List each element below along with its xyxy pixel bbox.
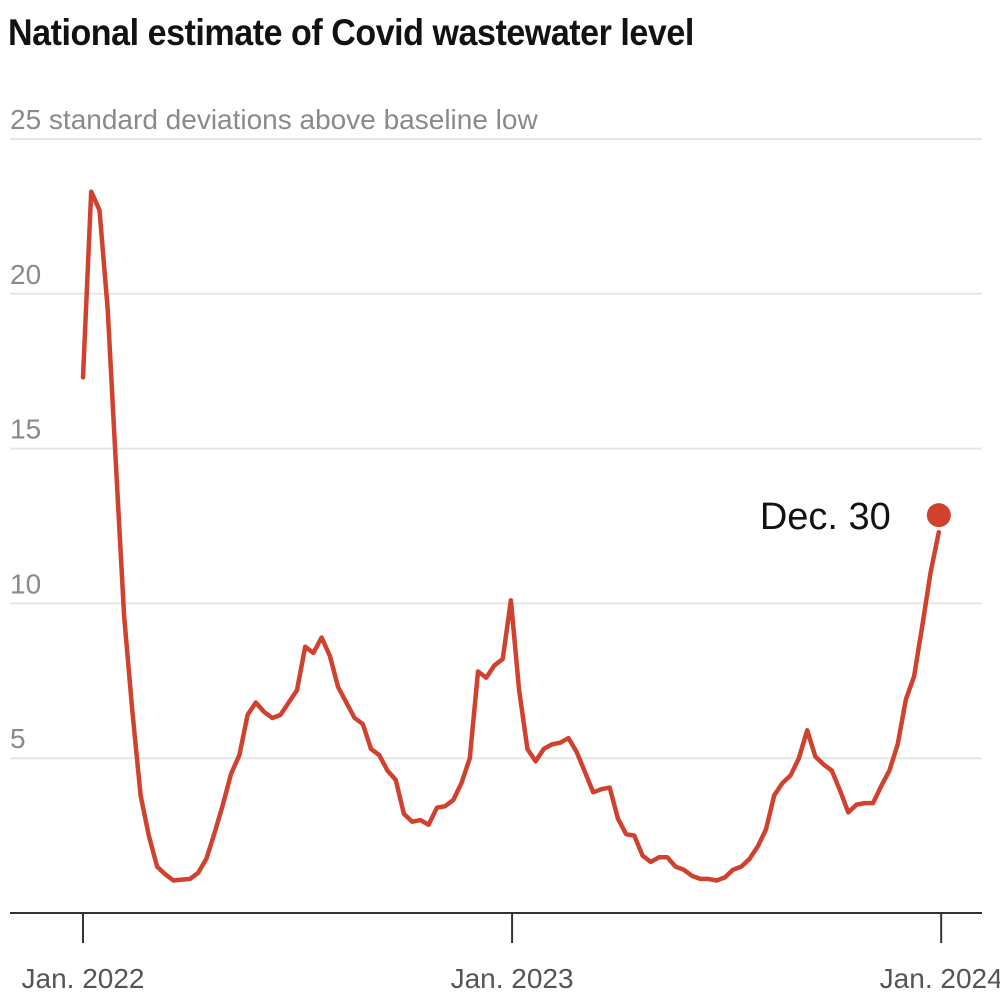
series-line [80,189,942,883]
chart-title: National estimate of Covid wastewater le… [8,12,694,53]
x-tick-label: Jan. 2022 [22,963,145,994]
y-tick-label: 15 [10,414,41,445]
endpoint-label: Dec. 30 [760,496,891,538]
x-axis: Jan. 2022 Jan. 2023 Jan. 2024 [10,912,1000,994]
series-layer [80,189,942,883]
y-tick-label: 5 [10,723,26,754]
y-tick-label: 20 [10,259,41,290]
annotations: Dec. 30 [760,496,951,538]
y-tick-labels: 5 10 15 20 25 standard deviations above base… [10,104,538,754]
y-tick-label: 25 standard deviations above baseline lo… [10,104,538,135]
x-tick-label: Jan. 2024 [880,963,1000,994]
x-tick-label: Jan. 2023 [451,963,574,994]
endpoint-marker [926,503,951,528]
y-tick-label: 10 [10,568,41,599]
